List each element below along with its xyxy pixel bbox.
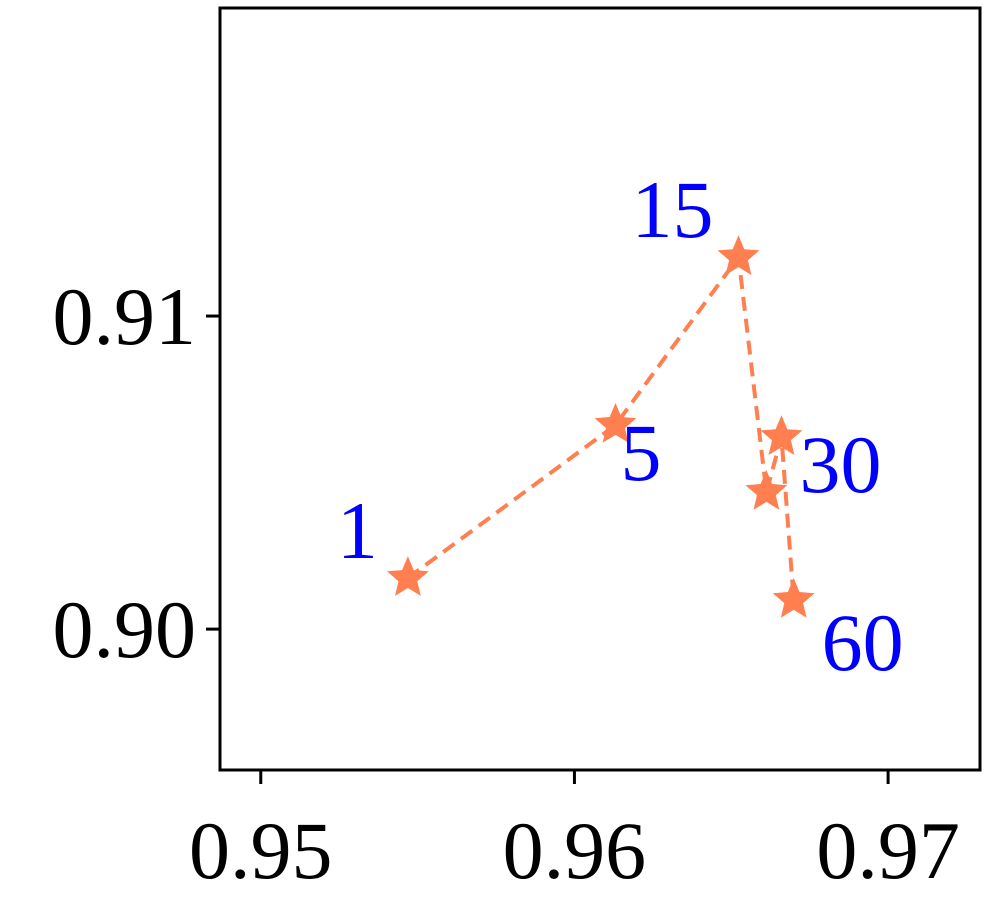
point-label: 30 (799, 419, 881, 510)
point-label: 5 (621, 407, 662, 498)
point-label: 15 (631, 164, 713, 255)
y-tick-label: 0.91 (53, 271, 197, 362)
marker (745, 470, 788, 510)
x-tick-label: 0.97 (816, 805, 960, 896)
x-tick-label: 0.95 (189, 805, 333, 896)
series-line (406, 251, 796, 601)
x-tick-label: 0.96 (503, 805, 647, 896)
y-tick-label: 0.90 (53, 584, 197, 675)
marker (772, 578, 815, 618)
plot-frame (218, 6, 982, 772)
marker (717, 235, 760, 275)
marker (594, 403, 637, 443)
point-label: 1 (337, 485, 378, 576)
marker (760, 415, 803, 455)
point-label: 60 (822, 597, 904, 688)
marker (387, 556, 429, 596)
